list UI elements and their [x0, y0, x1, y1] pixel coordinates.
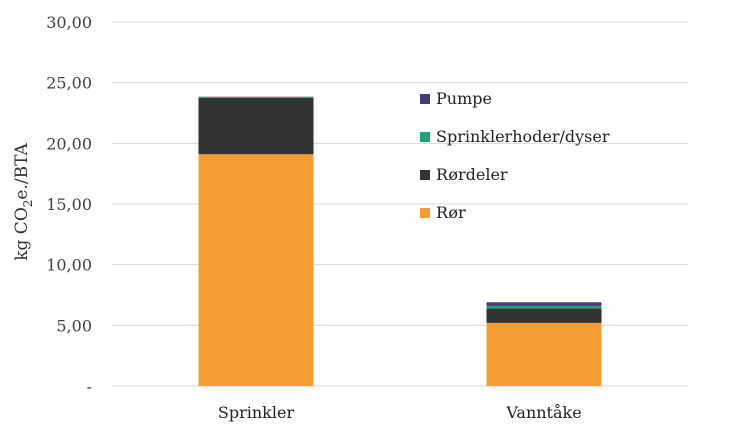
legend-swatch	[420, 132, 430, 142]
legend-label: Sprinklerhoder/dyser	[436, 127, 610, 146]
bar-segment	[486, 302, 602, 306]
gridlines	[112, 21, 688, 387]
bar-segment	[486, 308, 602, 323]
legend-swatch	[420, 170, 430, 180]
y-axis-ticks: - 5,00 10,00 15,00 20,00 25,00 30,00	[46, 13, 92, 396]
legend: Pumpe Sprinklerhoder/dyser Rørdeler Rør	[420, 89, 610, 222]
legend-swatch	[420, 208, 430, 218]
bar-segment	[486, 322, 602, 386]
bar-segment	[486, 305, 602, 309]
y-tick-label: 15,00	[46, 195, 92, 214]
bar-segment	[198, 97, 314, 155]
y-tick-label: 10,00	[46, 256, 92, 275]
legend-swatch	[420, 94, 430, 104]
x-axis-categories: Sprinkler Vanntåke	[218, 403, 582, 422]
legend-label: Pumpe	[436, 89, 492, 108]
y-tick-label: -	[87, 377, 92, 396]
y-tick-label: 20,00	[46, 134, 92, 153]
y-tick-label: 25,00	[46, 74, 92, 93]
x-category-label: Sprinkler	[218, 403, 295, 422]
x-category-label: Vanntåke	[505, 403, 581, 422]
legend-label: Rørdeler	[436, 165, 508, 184]
y-axis-title: kg CO2e./BTA	[12, 143, 35, 261]
legend-label: Rør	[436, 203, 466, 222]
y-tick-label: 5,00	[56, 316, 92, 335]
bars	[198, 96, 602, 386]
y-tick-label: 30,00	[46, 13, 92, 32]
bar-segment	[198, 96, 314, 98]
bar-segment	[198, 154, 314, 386]
